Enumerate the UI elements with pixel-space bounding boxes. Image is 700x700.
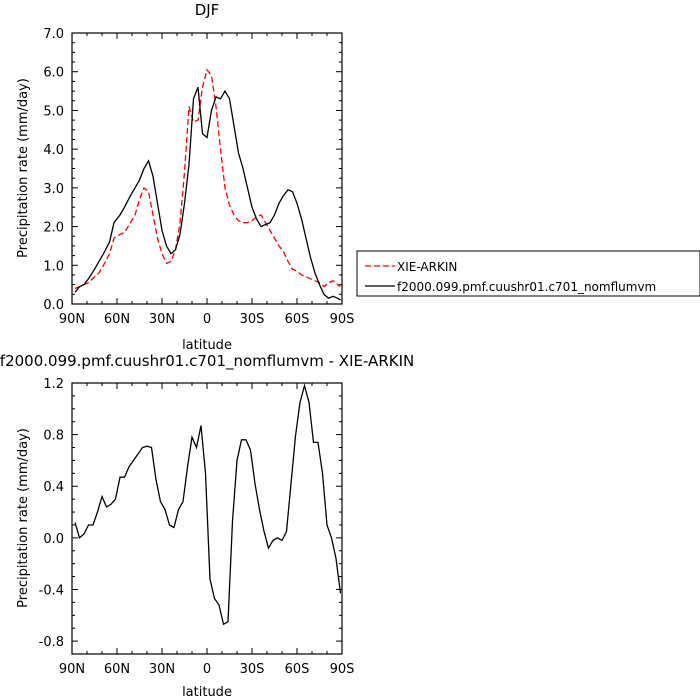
y-tick-label: 2.0 bbox=[43, 221, 64, 236]
plot-area-frame bbox=[71, 382, 343, 655]
y-axis-label: Precipitation rate (mm/day) bbox=[16, 78, 31, 258]
y-tick-label: 0.0 bbox=[43, 298, 64, 313]
x-tick-label: 60N bbox=[104, 662, 130, 677]
x-axis-label: latitude bbox=[182, 685, 232, 700]
x-tick-label: 0 bbox=[203, 662, 211, 677]
x-tick-label: 30S bbox=[240, 312, 265, 327]
legend-label-model: f2000.099.pmf.cuushr01.c701_nomflumvm bbox=[397, 280, 656, 294]
tick-labels-group: 90N 60N 30N 0 30S 60S 90S 0.0 1.0 2.0 3.0 4.0 5.0 6.0… bbox=[43, 27, 354, 327]
y-tick-label: 0.8 bbox=[43, 429, 64, 444]
tick-labels-group: 90N 60N 30N 0 30S 60S 90S -0.8 -0.4 0.0 0.4 0.8 1.2 bbox=[39, 377, 355, 677]
y-tick-label: 7.0 bbox=[43, 27, 64, 42]
plot-area-frame bbox=[71, 32, 343, 305]
y-tick-label: 0.4 bbox=[43, 480, 64, 495]
y-tick-label: 0.0 bbox=[43, 532, 64, 547]
chart-title: DJF bbox=[195, 1, 220, 19]
x-tick-label: 60S bbox=[285, 662, 310, 677]
legend-label-xie-arkin: XIE-ARKIN bbox=[397, 260, 457, 274]
x-tick-label: 0 bbox=[203, 312, 211, 327]
x-tick-label: 60S bbox=[285, 312, 310, 327]
y-axis-label: Precipitation rate (mm/day) bbox=[16, 428, 31, 608]
x-tick-label: 30S bbox=[240, 662, 265, 677]
series-line-1 bbox=[74, 383, 342, 626]
series-group bbox=[74, 68, 341, 301]
legend-box bbox=[356, 250, 700, 297]
x-tick-label: 90S bbox=[330, 662, 355, 677]
x-axis-label: latitude bbox=[182, 338, 232, 353]
y-tick-label: -0.4 bbox=[39, 583, 64, 598]
series-group bbox=[74, 383, 342, 626]
series-line-1 bbox=[74, 68, 341, 290]
x-tick-label: 60N bbox=[104, 312, 130, 327]
chart-bottom: f2000.099.pmf.cuushr01.c701_nomflumvm - … bbox=[0, 352, 414, 700]
series-line-2 bbox=[74, 86, 341, 301]
y-tick-label: 6.0 bbox=[43, 66, 64, 81]
ticks-group bbox=[71, 32, 343, 305]
y-tick-label: 1.0 bbox=[43, 259, 64, 274]
x-tick-label: 30N bbox=[149, 662, 175, 677]
x-tick-label: 90S bbox=[330, 312, 355, 327]
y-tick-label: 4.0 bbox=[43, 143, 64, 158]
x-tick-label: 30N bbox=[149, 312, 175, 327]
y-tick-label: 1.2 bbox=[43, 377, 64, 392]
x-tick-label: 90N bbox=[59, 662, 85, 677]
y-tick-label: -0.8 bbox=[39, 635, 64, 650]
legend: XIE-ARKIN f2000.099.pmf.cuushr01.c701_no… bbox=[356, 250, 700, 297]
y-tick-label: 5.0 bbox=[43, 104, 64, 119]
chart-title: f2000.099.pmf.cuushr01.c701_nomflumvm - … bbox=[0, 352, 414, 371]
y-tick-label: 3.0 bbox=[43, 182, 64, 197]
x-tick-label: 90N bbox=[59, 312, 85, 327]
chart-top: DJF 90N 60N 30N 0 30S 60S 90S 0.0 1.0 2.0 3.0 4.0 5.… bbox=[16, 1, 700, 353]
